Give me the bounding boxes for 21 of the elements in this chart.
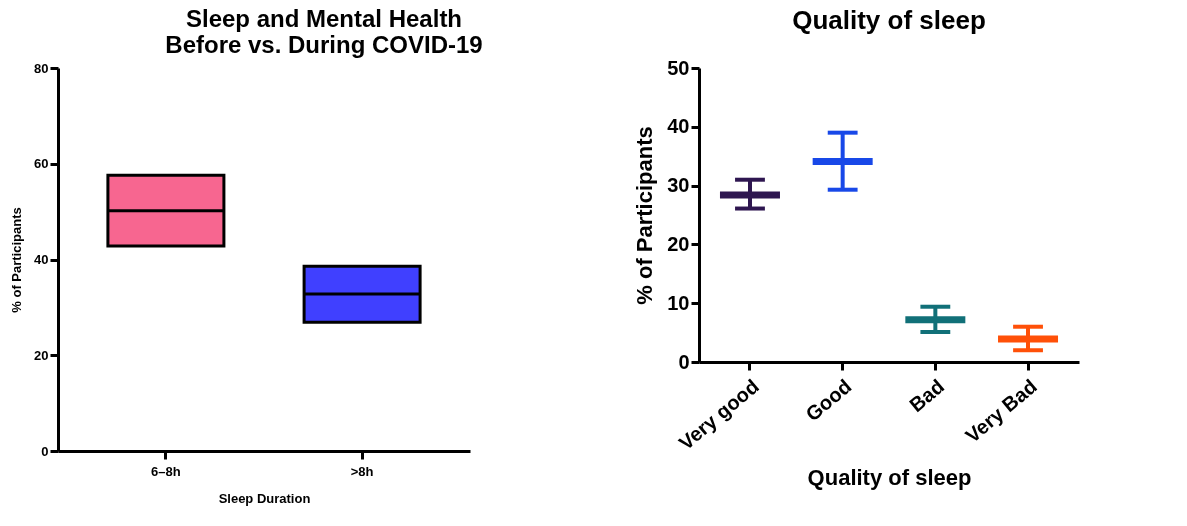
- x-axis-title: Quality of sleep: [807, 464, 972, 490]
- chart-title: Quality of sleep: [792, 5, 986, 35]
- y-tick-label: 0: [41, 443, 49, 459]
- y-tick-label: 30: [667, 174, 690, 197]
- x-tick-label: Bad: [905, 374, 949, 417]
- y-axis-title: % of Participants: [632, 126, 658, 305]
- y-tick-label: 80: [34, 60, 49, 76]
- y-tick-label: 50: [667, 56, 690, 79]
- chart-title: Sleep and Mental Health Before vs. During COVID-19: [165, 5, 483, 58]
- y-tick-label: 10: [667, 291, 690, 314]
- x-tick-label: >8h: [350, 463, 374, 479]
- y-tick-label: 60: [34, 156, 49, 172]
- x-tick-label: Very Bad: [961, 374, 1041, 447]
- y-tick-label: 20: [34, 347, 49, 363]
- x-tick-label: 6–8h: [151, 463, 181, 479]
- y-tick-label: 40: [667, 115, 690, 138]
- y-tick-label: 0: [678, 350, 690, 373]
- x-axis-title: Sleep Duration: [218, 490, 311, 506]
- y-tick-label: 20: [667, 232, 690, 255]
- y-axis-title: % of Participants: [9, 207, 25, 313]
- y-tick-label: 40: [34, 252, 49, 267]
